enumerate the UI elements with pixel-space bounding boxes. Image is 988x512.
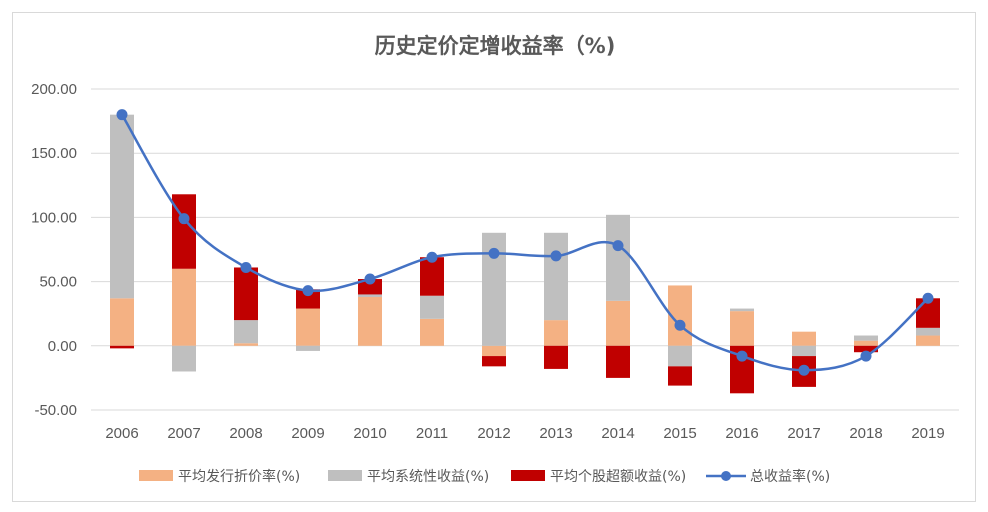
- bar-segment: [854, 345, 878, 353]
- x-tick-label: 2017: [787, 425, 820, 442]
- bar-segment: [358, 297, 382, 346]
- grid: [91, 88, 959, 411]
- bars: [110, 114, 940, 394]
- bar-segment: [234, 320, 258, 344]
- y-tick-label: -50.00: [34, 402, 77, 419]
- x-tick-label: 2014: [601, 425, 634, 442]
- bar-segment: [110, 345, 134, 349]
- bar-segment: [110, 298, 134, 346]
- bar-segment: [730, 308, 754, 312]
- bar-segment: [854, 340, 878, 346]
- line-marker: [426, 251, 438, 263]
- bar-segment: [482, 356, 506, 367]
- legend: 平均发行折价率(%) 平均系统性收益(%) 平均个股超额收益(%) 总收益率(%): [139, 468, 830, 485]
- line-marker: [116, 109, 128, 121]
- bar-segment: [730, 311, 754, 346]
- legend-label: 平均个股超额收益(%): [550, 469, 686, 485]
- legend-swatch: [139, 470, 173, 481]
- bar-segment: [358, 294, 382, 298]
- x-tick-label: 2019: [911, 425, 944, 442]
- x-tick-label: 2010: [353, 425, 386, 442]
- bar-segment: [358, 279, 382, 295]
- x-tick-label: 2018: [849, 425, 882, 442]
- chart-frame: 历史定价定增收益率（%) -50.00 0.00 50.00 100.00 150.00…: [12, 12, 976, 502]
- line-marker: [550, 250, 562, 262]
- x-tick-label: 2015: [663, 425, 696, 442]
- bar-segment: [296, 308, 320, 346]
- line-marker: [240, 261, 252, 273]
- bar-segment: [544, 345, 568, 369]
- bar-segment: [606, 345, 630, 378]
- bar-segment: [792, 331, 816, 346]
- bar-segment: [234, 267, 258, 321]
- line-marker: [364, 273, 376, 285]
- y-tick-label: 100.00: [31, 209, 77, 226]
- bar-segment: [544, 232, 568, 321]
- bar-segment: [792, 345, 816, 357]
- legend-label: 平均系统性收益(%): [367, 469, 489, 485]
- bar-segment: [420, 295, 444, 319]
- line-marker: [922, 292, 934, 304]
- legend-swatch: [511, 470, 545, 481]
- line-marker: [488, 247, 500, 259]
- bar-segment: [668, 366, 692, 386]
- x-tick-label: 2008: [229, 425, 262, 442]
- bar-segment: [606, 214, 630, 301]
- y-tick-label: 0.00: [48, 338, 77, 355]
- bar-segment: [110, 114, 134, 299]
- x-tick-label: 2007: [167, 425, 200, 442]
- line-marker: [674, 319, 686, 331]
- bar-segment: [544, 320, 568, 346]
- x-tick-label: 2006: [105, 425, 138, 442]
- bar-segment: [172, 268, 196, 346]
- bar-segment: [668, 345, 692, 367]
- x-tick-label: 2012: [477, 425, 510, 442]
- y-axis: -50.00 0.00 50.00 100.00 150.00 200.00: [31, 81, 77, 419]
- x-tick-label: 2009: [291, 425, 324, 442]
- chart: 历史定价定增收益率（%) -50.00 0.00 50.00 100.00 150.00…: [31, 34, 959, 485]
- bar-segment: [296, 289, 320, 309]
- bar-segment: [172, 345, 196, 372]
- bar-segment: [420, 318, 444, 346]
- line-marker: [798, 364, 810, 376]
- legend-label: 平均发行折价率(%): [178, 468, 300, 485]
- line-marker: [612, 240, 624, 252]
- x-axis: 2006 2007 2008 2009 2010 2011 2012 2013 2014 2015…: [105, 425, 944, 442]
- line-marker: [860, 350, 872, 362]
- bar-segment: [916, 335, 940, 346]
- y-tick-label: 150.00: [31, 145, 77, 162]
- legend-label: 总收益率(%): [750, 468, 830, 485]
- bar-segment: [916, 327, 940, 336]
- line-marker: [736, 350, 748, 362]
- x-tick-label: 2011: [416, 425, 448, 442]
- bar-segment: [296, 345, 320, 351]
- y-tick-label: 50.00: [39, 274, 77, 291]
- bar-segment: [854, 335, 878, 341]
- chart-title: 历史定价定增收益率（%): [375, 34, 616, 58]
- y-tick-label: 200.00: [31, 81, 77, 98]
- total-return-line: [116, 109, 934, 376]
- x-tick-label: 2013: [539, 425, 572, 442]
- bar-segment: [234, 343, 258, 346]
- bar-segment: [482, 345, 506, 357]
- bar-segment: [606, 300, 630, 346]
- line-marker: [178, 213, 190, 225]
- legend-swatch-marker: [721, 471, 731, 481]
- line-marker: [302, 285, 314, 297]
- legend-swatch: [328, 470, 362, 481]
- bar-segment: [420, 257, 444, 296]
- x-tick-label: 2016: [725, 425, 758, 442]
